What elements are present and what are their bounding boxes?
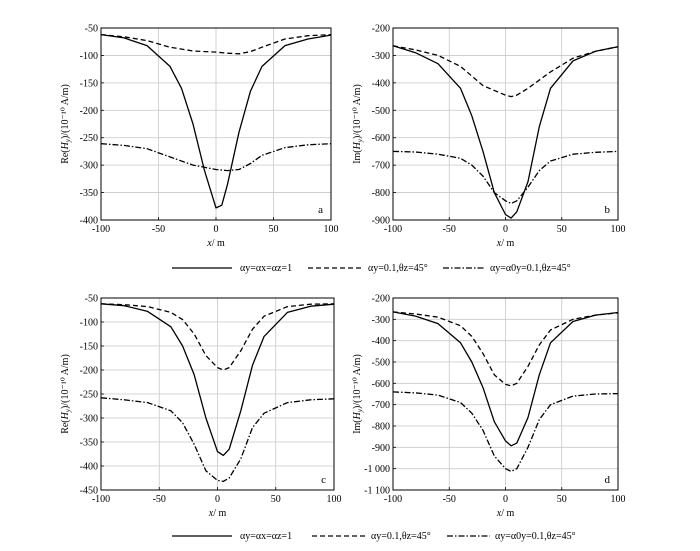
- legend-label-1: αy=αx=αz=1: [240, 263, 292, 274]
- y-tick-label: -500: [372, 106, 390, 117]
- x-tick-label: 0: [214, 224, 219, 235]
- series-line-1: [392, 45, 619, 219]
- x-tick-label: 0: [503, 224, 508, 235]
- series-line-3: [392, 150, 619, 205]
- chart-panel-a: -100 -50 0 50 100 -50 -100 -150 -200 -250 -300 -350…: [60, 24, 339, 250]
- y-tick-label: -200: [80, 106, 98, 117]
- series-line-2: [100, 33, 332, 55]
- x-tick-label: 50: [271, 494, 281, 505]
- legend-label-1: αy=αx=αz=1: [240, 531, 292, 542]
- x-tick-label: 100: [611, 224, 626, 235]
- y-tick-label: -450: [80, 486, 98, 497]
- x-tick-label: -50: [443, 494, 456, 505]
- y-tick-label: -600: [372, 133, 390, 144]
- y-tick-label: -150: [80, 78, 98, 89]
- panel-label: c: [321, 474, 326, 486]
- x-tick-label: -100: [384, 224, 402, 235]
- y-tick-label: -200: [80, 366, 98, 377]
- y-tick-label: -400: [372, 78, 390, 89]
- x-tick-label: -50: [152, 224, 165, 235]
- x-tick-label: -100: [92, 494, 110, 505]
- x-tick-label: 50: [269, 224, 279, 235]
- y-tick-label: -800: [372, 422, 390, 433]
- axis-label: x/ m: [208, 508, 227, 519]
- x-tick-label: 100: [324, 224, 339, 235]
- y-tick-label: -400: [80, 216, 98, 227]
- axis-label: x/ m: [496, 508, 515, 519]
- chart-panel-d: -100 -50 0 50 100-200-300-400-500-600-700-80…: [352, 294, 626, 520]
- x-tick-label: 100: [327, 494, 342, 505]
- y-tick-label: -100: [80, 318, 98, 329]
- y-tick-label: -800: [372, 188, 390, 199]
- axis-label: x/ m: [496, 238, 515, 249]
- y-tick-label: -100: [80, 51, 98, 62]
- series-line-2: [392, 45, 619, 98]
- y-tick-label: -400: [80, 462, 98, 473]
- axis-label: x/ m: [206, 238, 225, 249]
- chart-panel-c: -100 -50 0 50 100 -50 -100 -150 -200 -250 -300 -350…: [60, 294, 342, 520]
- y-tick-label: -1 000: [364, 464, 390, 475]
- y-tick-label: -900: [372, 443, 390, 454]
- y-tick-label: -350: [80, 438, 98, 449]
- axis-label: Re(Hy)/(10⁻¹⁰ A/m): [60, 84, 72, 164]
- y-tick-label: -300: [372, 51, 390, 62]
- chart-panel-b: -100 -50 0 50 100-200-300-400-500-600-700-80…: [352, 24, 626, 250]
- y-tick-label: -350: [80, 188, 98, 199]
- legend-label-3: αy=α0y=0.1,θz=45°: [490, 263, 571, 274]
- axis-label: Im(Hy)/(10⁻¹⁰ A/m): [352, 354, 364, 434]
- panel-label: a: [318, 204, 323, 216]
- y-tick-label: -1 100: [364, 486, 390, 497]
- legend-label-3: αy=α0y=0.1,θz=45°: [495, 531, 576, 542]
- y-tick-label: -150: [80, 342, 98, 353]
- series-line-1: [100, 303, 335, 457]
- y-tick-label: -900: [372, 216, 390, 227]
- plots-layer: -100 -50 0 50 100-50-100-150-200-250-300-350…: [60, 24, 626, 520]
- axis-label: Re(Hy)/(10⁻¹⁰ A/m): [60, 354, 72, 434]
- y-tick-label: -300: [80, 161, 98, 172]
- legend-row-1: αy=αx=αz=1 αy=0.1,θz=45° αy=α0y=0.1,θz=4…: [172, 263, 571, 274]
- y-tick-label: -600: [372, 379, 390, 390]
- x-tick-label: 100: [611, 494, 626, 505]
- x-tick-label: -100: [384, 494, 402, 505]
- series-line-3: [392, 391, 619, 473]
- panel-label: b: [605, 204, 611, 216]
- y-tick-label: -200: [372, 294, 390, 305]
- y-tick-label: -300: [372, 315, 390, 326]
- legend-label-2: αy=0.1,θz=45°: [368, 263, 428, 274]
- x-tick-label: -50: [153, 494, 166, 505]
- y-tick-label: -250: [80, 133, 98, 144]
- y-tick-label: -50: [85, 24, 98, 35]
- y-tick-label: -700: [372, 400, 390, 411]
- y-tick-label: -700: [372, 161, 390, 172]
- y-tick-label: -50: [85, 294, 98, 305]
- x-tick-label: -100: [92, 224, 110, 235]
- y-tick-label: -500: [372, 358, 390, 369]
- x-tick-label: 50: [557, 224, 567, 235]
- panel-label: d: [605, 474, 611, 486]
- series-line-3: [100, 143, 332, 172]
- y-tick-label: -300: [80, 414, 98, 425]
- axis-label: Im(Hy)/(10⁻¹⁰ A/m): [352, 84, 364, 164]
- series-line-1: [100, 33, 332, 209]
- y-tick-label: -400: [372, 336, 390, 347]
- series-line-2: [100, 303, 335, 371]
- x-tick-label: 0: [215, 494, 220, 505]
- y-tick-label: -200: [372, 24, 390, 35]
- x-tick-label: 50: [557, 494, 567, 505]
- series-line-3: [100, 397, 335, 483]
- legend-row-2: αy=αx=αz=1 αy=0.1,θz=45° αy=α0y=0.1,θz=4…: [172, 531, 576, 542]
- series-line-2: [392, 311, 619, 387]
- x-tick-label: 0: [503, 494, 508, 505]
- x-tick-label: -50: [443, 224, 456, 235]
- y-tick-label: -250: [80, 390, 98, 401]
- legend-label-2: αy=0.1,θz=45°: [371, 531, 431, 542]
- series-line-1: [392, 311, 619, 447]
